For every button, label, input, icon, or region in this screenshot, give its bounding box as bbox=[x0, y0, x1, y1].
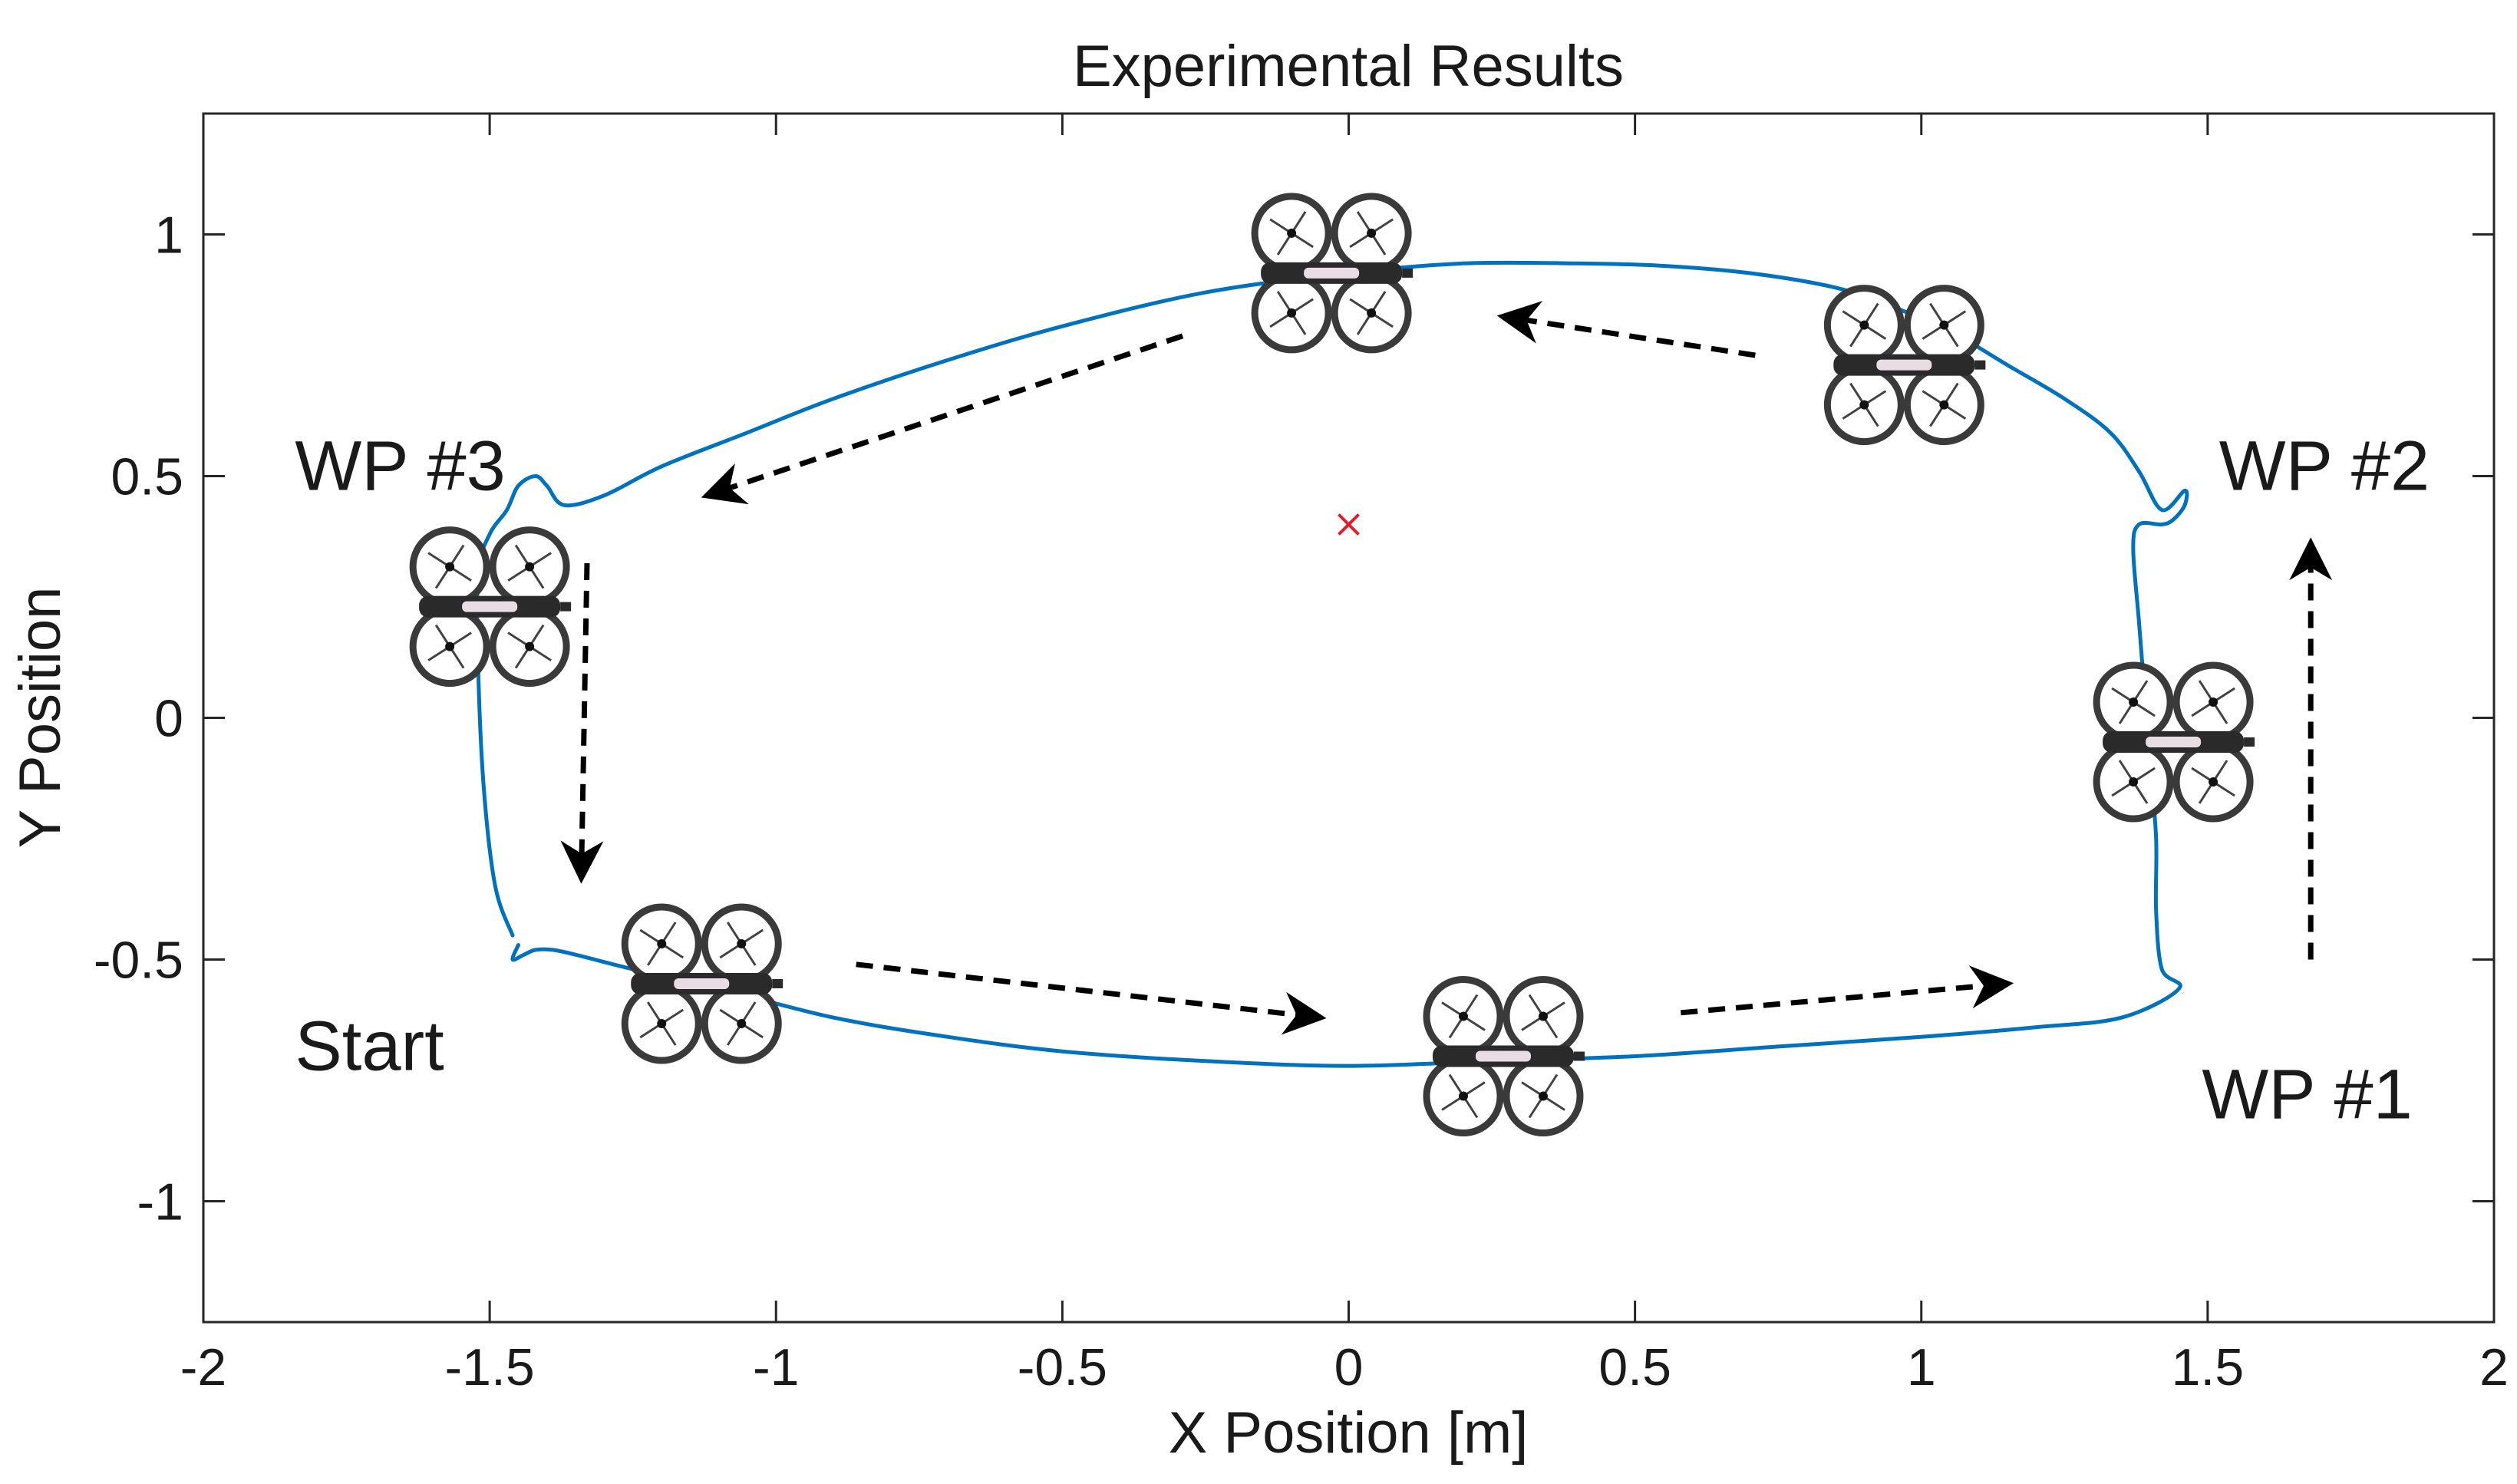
drone-icon bbox=[2096, 665, 2255, 819]
chart-title: Experimental Results bbox=[1073, 34, 1624, 99]
direction-arrow bbox=[1496, 301, 1756, 358]
annotation-label: WP #3 bbox=[295, 427, 505, 506]
y-tick-label: -0.5 bbox=[94, 932, 183, 990]
direction-arrow bbox=[1681, 965, 2014, 1016]
trajectory-line bbox=[475, 260, 2189, 1068]
x-axis-title: X Position [m] bbox=[1169, 1400, 1529, 1466]
y-tick-label: 1 bbox=[154, 206, 183, 265]
y-tick-label: 0 bbox=[154, 690, 183, 748]
drone-icon bbox=[1427, 980, 1585, 1133]
y-axis-title: Y Position bbox=[8, 587, 73, 849]
center-marker bbox=[1338, 513, 1360, 536]
drones bbox=[413, 196, 2255, 1133]
y-ticks: -1 -0.5 0 0.5 1 bbox=[94, 206, 2494, 1232]
direction-arrow bbox=[560, 562, 604, 884]
annotations: WP #3 WP #2 WP #1 Start bbox=[295, 427, 2430, 1134]
x-tick-label: 0 bbox=[1334, 1338, 1364, 1397]
x-tick-label: -1 bbox=[753, 1338, 799, 1397]
center-marker-layer bbox=[1338, 513, 1360, 536]
drone-icon bbox=[625, 907, 783, 1060]
y-tick-label: -1 bbox=[137, 1173, 183, 1232]
drone-icon bbox=[413, 530, 571, 684]
x-ticks: -2 -1.5 -1 -0.5 0 0.5 1 1.5 2 bbox=[180, 114, 2509, 1397]
drone-icon bbox=[1827, 289, 1985, 442]
x-tick-label: -0.5 bbox=[1018, 1338, 1107, 1397]
direction-arrows bbox=[560, 301, 2333, 1035]
direction-arrow bbox=[856, 961, 1327, 1035]
x-tick-label: 0.5 bbox=[1598, 1338, 1671, 1397]
x-tick-label: 1.5 bbox=[2172, 1338, 2245, 1397]
annotation-label: Start bbox=[295, 1007, 444, 1086]
x-tick-label: -2 bbox=[180, 1338, 226, 1397]
y-tick-label: 0.5 bbox=[111, 448, 183, 506]
trajectory-layer bbox=[475, 260, 2189, 1068]
x-tick-label: 1 bbox=[1907, 1338, 1936, 1397]
x-tick-label: 2 bbox=[2479, 1338, 2509, 1397]
x-tick-label: -1.5 bbox=[445, 1338, 535, 1397]
annotation-label: WP #2 bbox=[2219, 427, 2430, 506]
annotation-label: WP #1 bbox=[2202, 1056, 2412, 1134]
drone-icon bbox=[1255, 196, 1413, 350]
direction-arrow bbox=[701, 333, 1184, 505]
